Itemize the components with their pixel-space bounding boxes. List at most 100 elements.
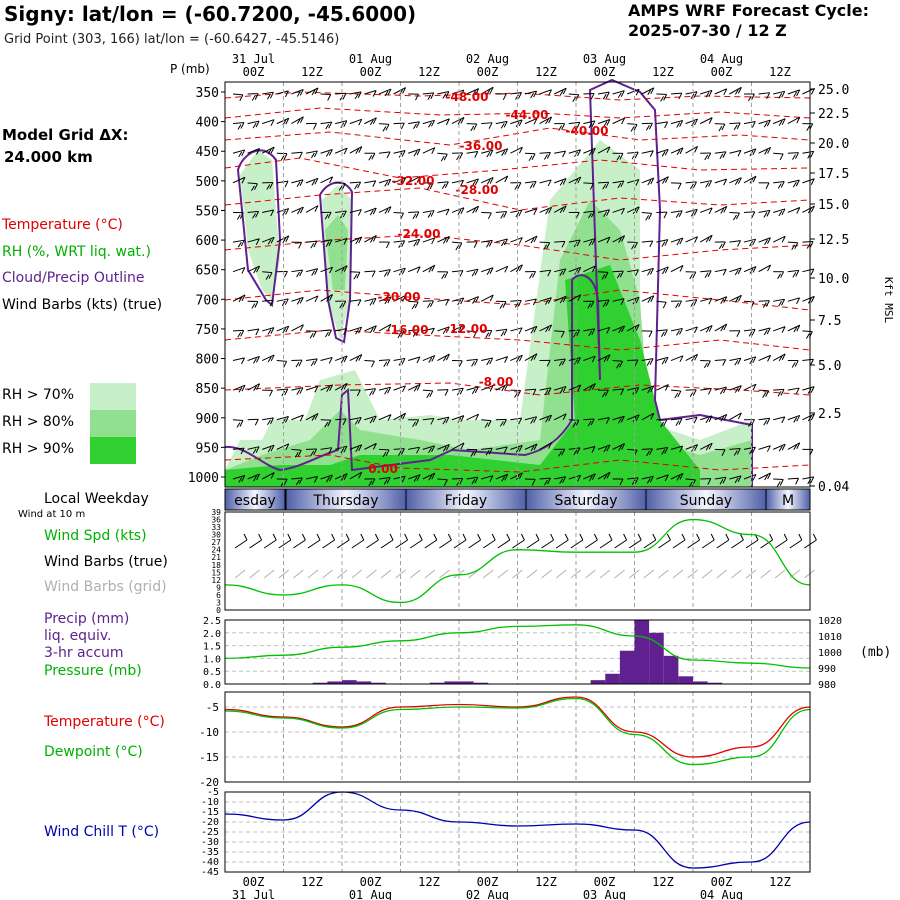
wind-barb	[758, 389, 770, 398]
wind-barb	[539, 297, 552, 305]
true-wind-barb	[293, 533, 306, 549]
wind-barb	[408, 356, 421, 364]
wind-barb	[495, 120, 508, 129]
wind-barb	[524, 298, 537, 306]
wind-barb	[612, 152, 624, 161]
temperature-contour-label: -16.00	[386, 323, 429, 337]
wind-barb	[670, 355, 684, 363]
wind-spd-tick-label: 0	[216, 606, 221, 615]
precip-bar	[429, 682, 445, 684]
forecast-label: AMPS WRF Forecast Cycle:	[628, 1, 870, 20]
precip-bar	[707, 682, 723, 684]
temperature-tick-label: -15	[199, 751, 219, 764]
wind-barb	[466, 268, 479, 277]
wind-barb	[451, 360, 463, 367]
wind-barb	[685, 118, 698, 127]
wind-barb	[597, 236, 611, 244]
wind-panel-frame	[224, 511, 811, 611]
wind-barb	[554, 358, 566, 367]
grid-wind-barb	[497, 569, 509, 579]
temperature-contour	[224, 157, 811, 179]
wind-chill-tick-label: -20	[201, 817, 219, 828]
wind-barb	[641, 150, 654, 157]
wind-barb	[495, 211, 508, 219]
true-wind-barb	[409, 533, 423, 549]
date-label-bottom: 04 Aug	[700, 888, 743, 900]
time-tick-label-top: 00Z	[243, 65, 265, 79]
wind-barb	[539, 206, 553, 215]
wind-barb	[524, 353, 538, 361]
wind-barb	[408, 238, 421, 247]
wind-barb	[393, 330, 405, 339]
wind-barb	[597, 119, 611, 127]
grid-wind-barb	[249, 569, 260, 579]
wind-barbs-grid-label: Wind Barbs (grid)	[44, 579, 167, 595]
wind-barb	[437, 208, 450, 216]
wind-barb	[349, 299, 362, 307]
wind-barb	[305, 330, 317, 339]
cloud-outline	[318, 181, 354, 344]
wind-barb	[758, 209, 771, 218]
wind-barb	[349, 326, 363, 335]
wind-barb	[714, 448, 726, 456]
wind-barb	[758, 472, 772, 481]
wind-barb	[276, 180, 289, 188]
wind-barb	[641, 385, 655, 394]
pressure-tick-label: 750	[196, 323, 219, 338]
wind-barb	[583, 446, 596, 453]
pressure-tick-label: 650	[196, 264, 219, 279]
wind-chill-tick-label: -25	[201, 827, 219, 838]
wind-barb	[802, 268, 815, 276]
precip-label-2: liq. equiv.	[44, 628, 112, 644]
wind-barb	[378, 476, 391, 485]
pressure-tick-label: 980	[818, 680, 836, 691]
precip-bar	[444, 681, 459, 684]
wind-barb	[320, 121, 333, 130]
wind-barb	[349, 389, 361, 397]
wind-barb	[568, 447, 581, 456]
grid-wind-barb	[614, 569, 625, 579]
wind-barb	[743, 211, 756, 218]
wind-barb	[481, 330, 493, 338]
wind-barb	[480, 177, 494, 185]
date-label-bottom: 02 Aug	[466, 888, 509, 900]
precip-bar	[312, 682, 328, 684]
wind-barb	[773, 478, 784, 487]
wind-barb	[787, 152, 799, 160]
temperature-contour-label: -24.00	[398, 227, 441, 241]
local-weekday-label: Local Weekday	[44, 491, 149, 507]
wind-spd-tick-label: 27	[211, 538, 221, 547]
wind-barb	[656, 356, 669, 365]
grid-wind-barb	[512, 569, 523, 579]
true-wind-barb	[249, 533, 263, 549]
wind-barb	[320, 447, 333, 454]
wind-barb	[408, 474, 421, 482]
wind-barb	[670, 120, 684, 128]
wind-barb	[656, 329, 668, 338]
wind-barb	[700, 207, 713, 215]
wind-chill-tick-label: -35	[201, 847, 219, 858]
wind-barb	[554, 123, 566, 131]
precip-bar	[693, 681, 708, 684]
pressure-tick-label: 990	[818, 664, 836, 675]
date-label-top: 04 Aug	[700, 52, 743, 66]
wind-barb	[408, 266, 421, 273]
wind-barb	[495, 148, 509, 156]
grid-wind-barb	[395, 569, 406, 579]
wind-barb	[466, 476, 479, 485]
weekday-band-frame	[224, 488, 811, 511]
wind-barb	[787, 324, 801, 333]
wind-barb	[232, 329, 245, 338]
grid-wind-barb	[745, 569, 757, 579]
wind-barb	[262, 417, 274, 426]
wind-barb	[276, 208, 290, 216]
time-tick-label-bottom: 12Z	[652, 875, 674, 889]
true-wind-barb	[774, 533, 788, 549]
wind-barb	[408, 419, 420, 428]
wind-barb	[262, 327, 275, 335]
wind-barb	[539, 89, 552, 96]
grid-wind-barb	[307, 569, 319, 579]
weekday-label: Friday	[445, 493, 487, 509]
wind-barb	[291, 324, 304, 332]
wind-barb	[291, 414, 304, 422]
